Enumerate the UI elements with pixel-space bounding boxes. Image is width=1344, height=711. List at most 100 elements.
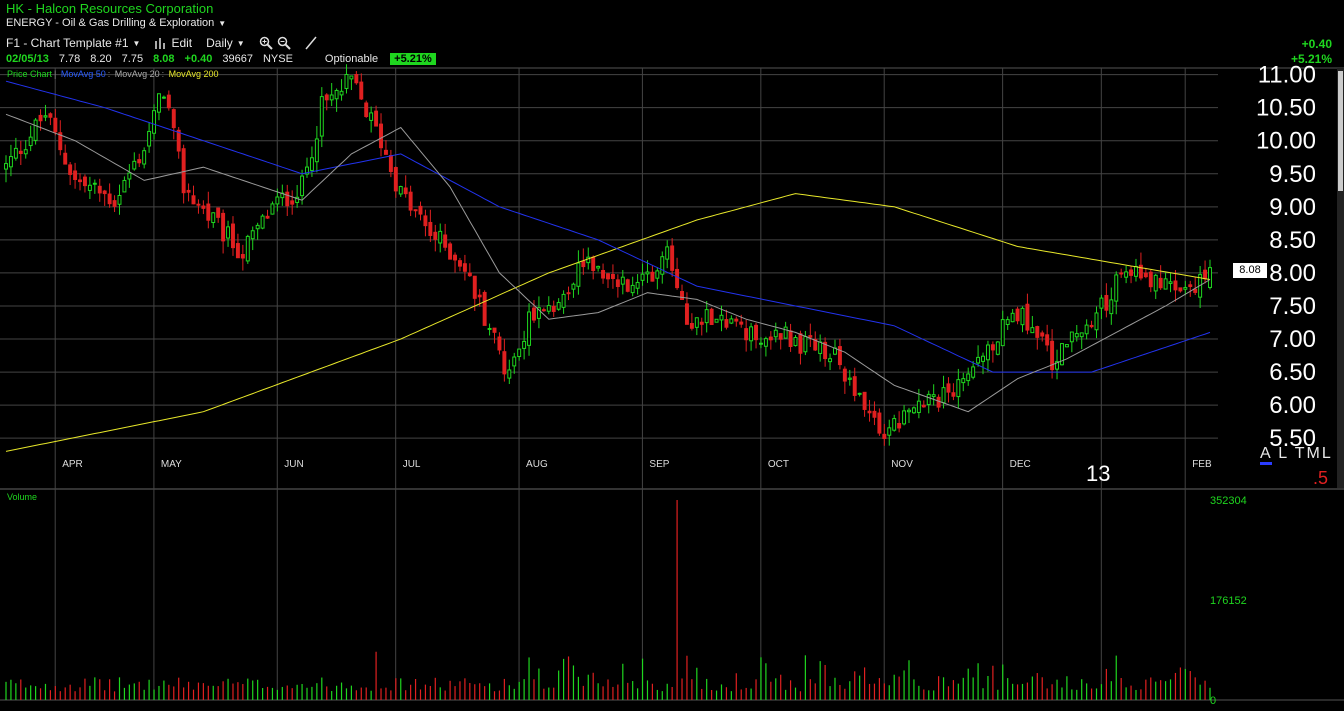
candle-body <box>107 193 112 205</box>
candle-body <box>749 326 754 342</box>
price-tick-label: 6.50 <box>1269 359 1316 386</box>
candle-body <box>675 268 680 289</box>
candle-body <box>546 305 551 312</box>
candle-body <box>492 327 497 333</box>
price-tick-label: 6.00 <box>1269 392 1316 419</box>
candle-body <box>1178 287 1183 292</box>
candle-body <box>985 344 990 361</box>
month-label: OCT <box>768 459 789 470</box>
candle-body <box>877 412 882 434</box>
candle-body <box>862 391 867 410</box>
ma200-line <box>5 193 1211 452</box>
candle-body <box>314 138 319 163</box>
candle-body <box>581 260 586 268</box>
volume-tick-label: 0 <box>1210 695 1216 707</box>
candle-body <box>13 147 18 159</box>
candle-body <box>1099 297 1104 309</box>
candle-body <box>127 172 132 180</box>
volume-layer <box>5 500 1211 700</box>
tab-a[interactable]: A <box>1260 445 1272 465</box>
month-label: JUN <box>284 459 303 470</box>
candle-body <box>1079 332 1084 338</box>
candle-body <box>413 209 418 212</box>
candle-body <box>43 115 48 118</box>
candle-body <box>166 94 171 109</box>
candle-body <box>596 265 601 269</box>
candle-body <box>566 292 571 295</box>
candle-body <box>33 119 38 141</box>
candle-body <box>773 329 778 338</box>
candle-body <box>1030 327 1035 334</box>
candle-body <box>329 94 334 101</box>
candle-body <box>1059 343 1064 366</box>
candle-body <box>334 89 339 100</box>
optionable-label: Optionable <box>324 53 379 65</box>
sector-dropdown[interactable]: ENERGY - Oil & Gas Drilling & Exploratio… <box>6 17 226 29</box>
candle-body <box>176 129 181 152</box>
candle-body <box>359 81 364 100</box>
candle-body <box>660 256 665 275</box>
candle-body <box>754 324 759 341</box>
candle-body <box>191 195 196 205</box>
candle-body <box>536 307 541 319</box>
month-label: NOV <box>891 459 913 470</box>
zoom-in-button[interactable] <box>259 36 273 50</box>
price-tick-label: 10.00 <box>1256 128 1316 155</box>
zoom-out-button[interactable] <box>277 36 291 50</box>
candle-body <box>971 366 976 378</box>
month-label: MAY <box>161 459 182 470</box>
draw-tool-button[interactable] <box>305 36 317 50</box>
ma20-line <box>5 113 1211 413</box>
candle-body <box>349 75 354 80</box>
candle-body <box>872 410 877 418</box>
interval-dropdown[interactable]: Daily ▼ <box>206 36 245 50</box>
candle-body <box>433 231 438 240</box>
candle-body <box>601 269 606 279</box>
candle-body <box>1035 326 1040 338</box>
candle-body <box>655 270 660 279</box>
candle-body <box>744 328 749 341</box>
candle-body <box>1010 312 1015 323</box>
candle-body <box>245 235 250 262</box>
candle-body <box>1183 287 1188 290</box>
edit-button[interactable]: Edit <box>154 36 192 50</box>
candle-body <box>398 186 403 195</box>
change-pct-badge: +5.21% <box>390 53 436 65</box>
candle-body <box>961 378 966 384</box>
candle-body <box>97 185 102 194</box>
candle-body <box>87 184 92 191</box>
candle-body <box>186 189 191 193</box>
candle-body <box>788 330 793 347</box>
month-label: APR <box>62 459 83 470</box>
quote-exchange: NYSE <box>262 53 293 65</box>
candle-body <box>857 392 862 395</box>
candle-body <box>82 176 87 187</box>
candle-body <box>28 136 33 147</box>
scroll-thumb[interactable] <box>1338 71 1343 191</box>
sector-label: ENERGY - Oil & Gas Drilling & Exploratio… <box>6 17 215 29</box>
candle-body <box>275 196 280 205</box>
candle-body <box>1119 272 1124 275</box>
tab-rest[interactable]: L TML <box>1278 445 1333 462</box>
candle-body <box>270 203 275 215</box>
candle-body <box>487 327 492 330</box>
chart-mode-tabs[interactable]: A L TML <box>1260 445 1333 465</box>
candle-body <box>1015 308 1020 322</box>
candle-body <box>4 163 8 170</box>
candle-body <box>1188 284 1193 288</box>
candle-body <box>1163 278 1168 290</box>
candle-body <box>610 273 615 279</box>
candle-body <box>467 272 472 277</box>
price-scrollbar[interactable] <box>1337 68 1344 488</box>
candle-body <box>147 130 152 147</box>
candle-body <box>837 346 842 366</box>
candle-body <box>1055 361 1060 370</box>
candle-body <box>1084 324 1089 335</box>
candle-body <box>1050 340 1055 371</box>
candle-body <box>699 321 704 325</box>
price-tick-label: 9.50 <box>1269 161 1316 188</box>
year-label: 13 <box>1086 461 1111 486</box>
quote-open: 7.78 <box>58 53 81 65</box>
template-dropdown[interactable]: F1 - Chart Template #1 ▼ <box>6 36 140 50</box>
